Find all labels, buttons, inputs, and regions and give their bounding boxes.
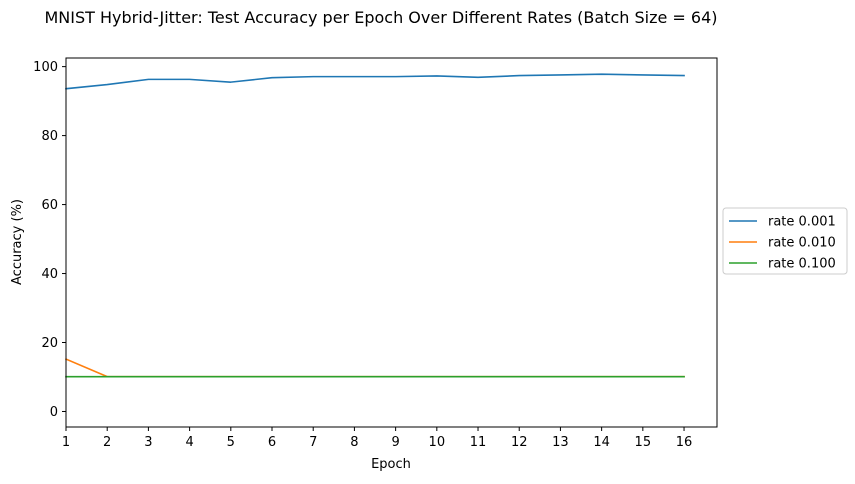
legend-entry-label: rate 0.100 bbox=[768, 257, 836, 272]
series-line-rate-0-001 bbox=[65, 73, 685, 90]
legend: rate 0.001 rate 0.010 rate 0.100 bbox=[722, 207, 848, 275]
x-tick-label: 1 bbox=[62, 435, 70, 450]
y-tick-label: 100 bbox=[33, 60, 58, 75]
x-tick-label: 2 bbox=[103, 435, 111, 450]
x-tick-label: 7 bbox=[309, 435, 317, 450]
y-axis-label: Accuracy (%) bbox=[10, 199, 25, 285]
x-tick-label: 8 bbox=[350, 435, 358, 450]
y-tick-label: 0 bbox=[50, 405, 58, 420]
y-tick-label: 80 bbox=[41, 129, 58, 144]
x-tick-label: 16 bbox=[676, 435, 693, 450]
y-tick-label: 20 bbox=[41, 336, 58, 351]
x-tick-label: 5 bbox=[227, 435, 235, 450]
legend-entry-label: rate 0.001 bbox=[768, 215, 836, 230]
x-tick-label: 6 bbox=[268, 435, 276, 450]
chart-title: MNIST Hybrid-Jitter: Test Accuracy per E… bbox=[44, 8, 717, 27]
x-tick-label: 14 bbox=[593, 435, 610, 450]
y-tick-label: 40 bbox=[41, 267, 58, 282]
x-tick-label: 9 bbox=[391, 435, 399, 450]
x-tick-label: 3 bbox=[144, 435, 152, 450]
x-tick-label: 11 bbox=[470, 435, 487, 450]
x-tick-label: 12 bbox=[511, 435, 528, 450]
y-tick-label: 60 bbox=[41, 198, 58, 213]
x-axis-label: Epoch bbox=[371, 457, 411, 472]
series-line-rate-0-010 bbox=[64, 358, 685, 378]
legend-entry-label: rate 0.010 bbox=[768, 236, 836, 251]
plot-frame bbox=[65, 57, 718, 428]
x-tick-label: 15 bbox=[635, 435, 652, 450]
x-tick-label: 4 bbox=[185, 435, 193, 450]
legend-frame bbox=[722, 207, 848, 275]
x-tick-label: 10 bbox=[429, 435, 446, 450]
x-tick-label: 13 bbox=[552, 435, 569, 450]
